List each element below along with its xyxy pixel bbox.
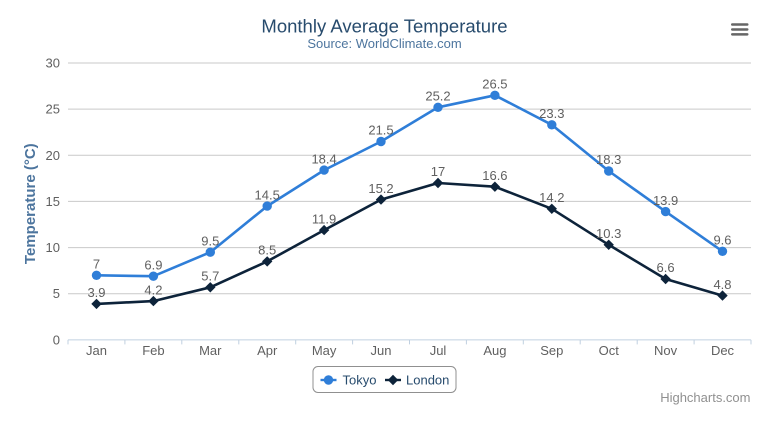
svg-text:Jan: Jan (86, 343, 107, 358)
svg-text:Temperature (°C): Temperature (°C) (22, 143, 39, 264)
svg-text:May: May (312, 343, 337, 358)
svg-text:9.5: 9.5 (201, 233, 219, 248)
svg-text:25: 25 (46, 102, 60, 117)
svg-text:4.2: 4.2 (144, 282, 162, 297)
svg-text:Monthly Average Temperature: Monthly Average Temperature (261, 16, 507, 37)
svg-text:8.5: 8.5 (258, 243, 276, 258)
svg-text:18.4: 18.4 (311, 151, 336, 166)
svg-text:11.9: 11.9 (312, 211, 336, 226)
svg-text:Highcharts.com: Highcharts.com (660, 390, 750, 405)
svg-text:Source: WorldClimate.com: Source: WorldClimate.com (307, 36, 461, 51)
svg-text:18.3: 18.3 (596, 152, 621, 167)
svg-text:6.9: 6.9 (144, 257, 162, 272)
svg-text:15: 15 (46, 194, 60, 209)
svg-text:Aug: Aug (483, 343, 506, 358)
svg-text:9.6: 9.6 (713, 233, 731, 248)
svg-text:London: London (406, 373, 449, 388)
svg-text:10.3: 10.3 (596, 226, 621, 241)
svg-text:14.2: 14.2 (539, 190, 564, 205)
svg-text:Oct: Oct (599, 343, 620, 358)
svg-text:10: 10 (46, 240, 60, 255)
svg-text:6.6: 6.6 (657, 260, 675, 275)
svg-text:Tokyo: Tokyo (343, 373, 377, 388)
svg-text:Nov: Nov (654, 343, 678, 358)
svg-text:25.2: 25.2 (425, 89, 450, 104)
svg-text:Sep: Sep (540, 343, 563, 358)
svg-text:30: 30 (46, 56, 60, 71)
svg-text:20: 20 (46, 148, 60, 163)
svg-text:Dec: Dec (711, 343, 735, 358)
svg-text:21.5: 21.5 (368, 123, 393, 138)
svg-text:Feb: Feb (142, 343, 164, 358)
svg-text:13.9: 13.9 (653, 193, 678, 208)
svg-text:3.9: 3.9 (87, 285, 105, 300)
svg-text:7: 7 (93, 257, 100, 272)
svg-text:26.5: 26.5 (482, 77, 507, 92)
svg-text:15.2: 15.2 (368, 181, 393, 196)
svg-text:0: 0 (53, 332, 60, 347)
svg-text:14.5: 14.5 (255, 187, 280, 202)
svg-text:17: 17 (431, 164, 445, 179)
svg-text:16.6: 16.6 (482, 168, 507, 183)
svg-text:Jul: Jul (430, 343, 447, 358)
svg-text:4.8: 4.8 (713, 277, 731, 292)
svg-text:5.7: 5.7 (201, 269, 219, 284)
svg-text:Jun: Jun (371, 343, 392, 358)
svg-text:Apr: Apr (257, 343, 278, 358)
svg-text:Mar: Mar (199, 343, 222, 358)
svg-text:23.3: 23.3 (539, 106, 564, 121)
svg-text:5: 5 (53, 286, 60, 301)
